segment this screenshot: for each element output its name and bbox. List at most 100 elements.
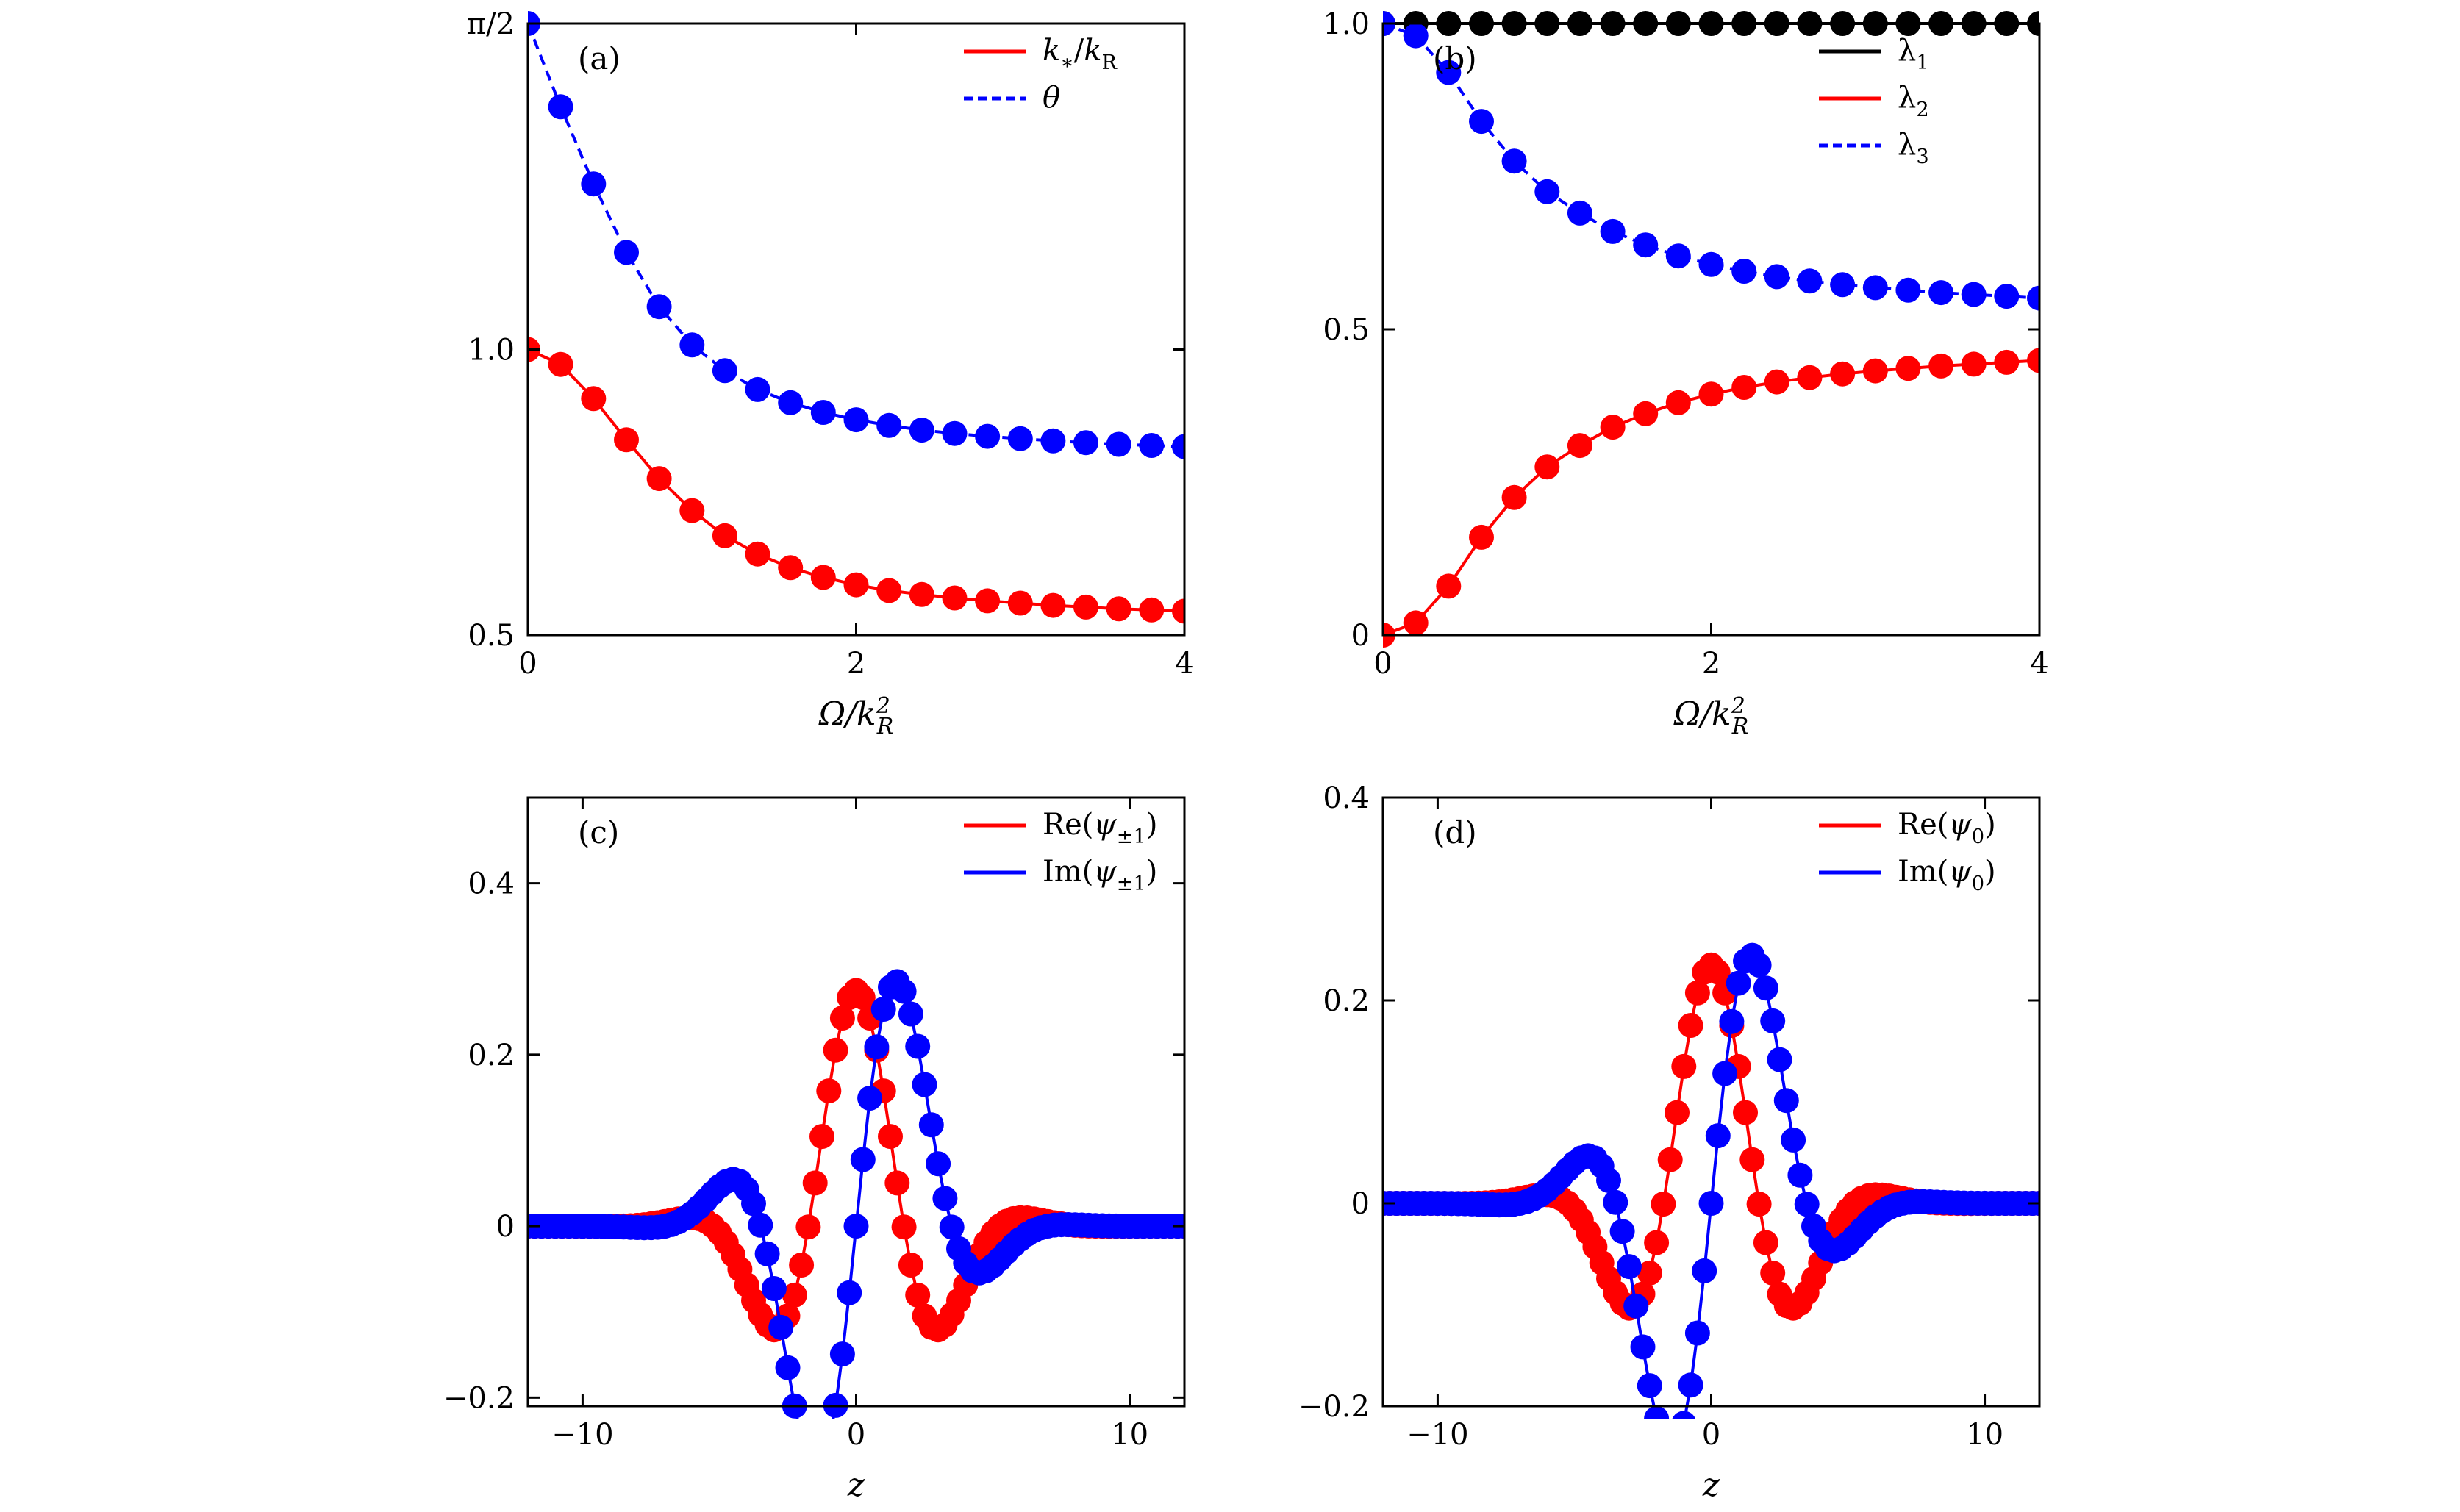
data-point bbox=[1436, 60, 1462, 85]
y-tick-label: π/2 bbox=[467, 7, 515, 41]
data-point bbox=[1501, 148, 1527, 174]
data-point bbox=[850, 1147, 876, 1172]
y-tick-label: 0 bbox=[1351, 1187, 1370, 1221]
x-tick-label: 0 bbox=[1702, 1418, 1720, 1452]
panel-label: (a) bbox=[578, 40, 621, 76]
data-point bbox=[581, 386, 607, 412]
data-point bbox=[1637, 1260, 1662, 1286]
data-point bbox=[646, 466, 672, 492]
data-point bbox=[1684, 980, 1710, 1006]
legend-label: k∗/kR bbox=[1043, 34, 1118, 74]
data-point bbox=[679, 332, 705, 358]
data-point bbox=[679, 498, 705, 523]
data-point bbox=[778, 390, 804, 415]
plot-area-d bbox=[1383, 942, 2039, 1454]
x-tick-label: 0 bbox=[518, 647, 537, 681]
data-point bbox=[942, 420, 968, 446]
x-tick-label: 0 bbox=[1373, 647, 1392, 681]
axes-frame-c bbox=[526, 796, 1186, 1408]
plot-area-c bbox=[528, 969, 1184, 1477]
data-point bbox=[1961, 351, 1987, 377]
data-point bbox=[810, 565, 836, 590]
data-point bbox=[789, 1253, 815, 1278]
data-point bbox=[1534, 179, 1560, 204]
data-point bbox=[614, 240, 639, 265]
legend-b: λ1 λ2 λ3 bbox=[1819, 34, 1929, 168]
data-point bbox=[1040, 428, 1066, 454]
data-point bbox=[1794, 1192, 1820, 1217]
data-point bbox=[1567, 433, 1592, 459]
data-point bbox=[909, 418, 934, 443]
data-point bbox=[754, 1241, 780, 1266]
data-point bbox=[1616, 1254, 1642, 1280]
y-tick-label: 0.2 bbox=[468, 1039, 515, 1072]
data-point bbox=[809, 1452, 834, 1477]
data-point bbox=[1657, 1147, 1683, 1172]
data-point bbox=[975, 588, 1001, 614]
data-point bbox=[1600, 415, 1626, 440]
data-point bbox=[1928, 280, 1954, 306]
data-point bbox=[1760, 1008, 1786, 1033]
legend-d: Re(ψ0) Im(ψ0) bbox=[1819, 808, 1996, 895]
data-point bbox=[884, 1170, 910, 1196]
x-tick-label: 4 bbox=[1175, 647, 1193, 681]
y-tick-label: 1.0 bbox=[1323, 7, 1370, 41]
y-tick-label: 0.2 bbox=[1323, 984, 1370, 1018]
data-point bbox=[876, 578, 902, 603]
data-point bbox=[1403, 610, 1429, 636]
data-point bbox=[837, 1280, 862, 1305]
data-point bbox=[1633, 232, 1659, 258]
data-point bbox=[909, 581, 934, 607]
data-point bbox=[1781, 1127, 1806, 1153]
panel-label: (c) bbox=[578, 814, 619, 850]
data-point bbox=[1773, 1088, 1799, 1114]
data-point bbox=[1764, 264, 1789, 290]
data-point bbox=[1671, 1053, 1697, 1079]
data-point bbox=[795, 1214, 821, 1240]
data-point bbox=[878, 1124, 903, 1150]
data-point bbox=[581, 171, 607, 197]
data-point bbox=[1746, 1192, 1772, 1217]
y-tick-label: 0.4 bbox=[1323, 781, 1370, 815]
y-tick-label: −0.2 bbox=[443, 1381, 515, 1415]
y-tick-label: 0.4 bbox=[468, 867, 515, 901]
data-point bbox=[741, 1191, 766, 1217]
data-point bbox=[712, 358, 737, 384]
data-point bbox=[1665, 1100, 1690, 1125]
axes-frame-a bbox=[526, 22, 1186, 637]
data-point bbox=[1665, 243, 1691, 269]
x-axis-label: Ω/k2 R bbox=[818, 693, 894, 739]
series-b-2 bbox=[1383, 348, 2039, 648]
data-point bbox=[939, 1214, 965, 1240]
data-point bbox=[1139, 597, 1165, 623]
data-point bbox=[1767, 1047, 1792, 1072]
data-point bbox=[1830, 272, 1856, 298]
data-point bbox=[816, 1078, 842, 1104]
data-point bbox=[1651, 1429, 1676, 1454]
plot-area-a bbox=[528, 11, 1184, 624]
data-point bbox=[1637, 1373, 1662, 1399]
data-point bbox=[1698, 381, 1724, 407]
data-point bbox=[898, 1001, 923, 1027]
data-point bbox=[1403, 23, 1429, 49]
series-b-3 bbox=[1383, 11, 2039, 311]
data-point bbox=[1534, 454, 1560, 480]
data-point bbox=[1609, 1219, 1635, 1244]
data-point bbox=[1644, 1405, 1670, 1419]
data-point bbox=[1600, 218, 1626, 244]
data-point bbox=[829, 1006, 855, 1031]
data-point bbox=[2027, 285, 2039, 311]
legend-label: λ1 bbox=[1898, 34, 1929, 74]
data-point bbox=[870, 997, 896, 1022]
x-tick-label: 4 bbox=[2030, 647, 2048, 681]
series-a-1 bbox=[528, 337, 1184, 624]
data-point bbox=[843, 407, 869, 433]
data-point bbox=[1895, 356, 1921, 381]
x-axis-label: z bbox=[847, 1466, 865, 1504]
data-point bbox=[1672, 1411, 1696, 1419]
data-point bbox=[1139, 433, 1165, 458]
data-point bbox=[1678, 1372, 1703, 1398]
data-point bbox=[1436, 573, 1462, 599]
x-tick-label: 10 bbox=[1966, 1418, 2003, 1452]
data-point bbox=[745, 376, 770, 402]
